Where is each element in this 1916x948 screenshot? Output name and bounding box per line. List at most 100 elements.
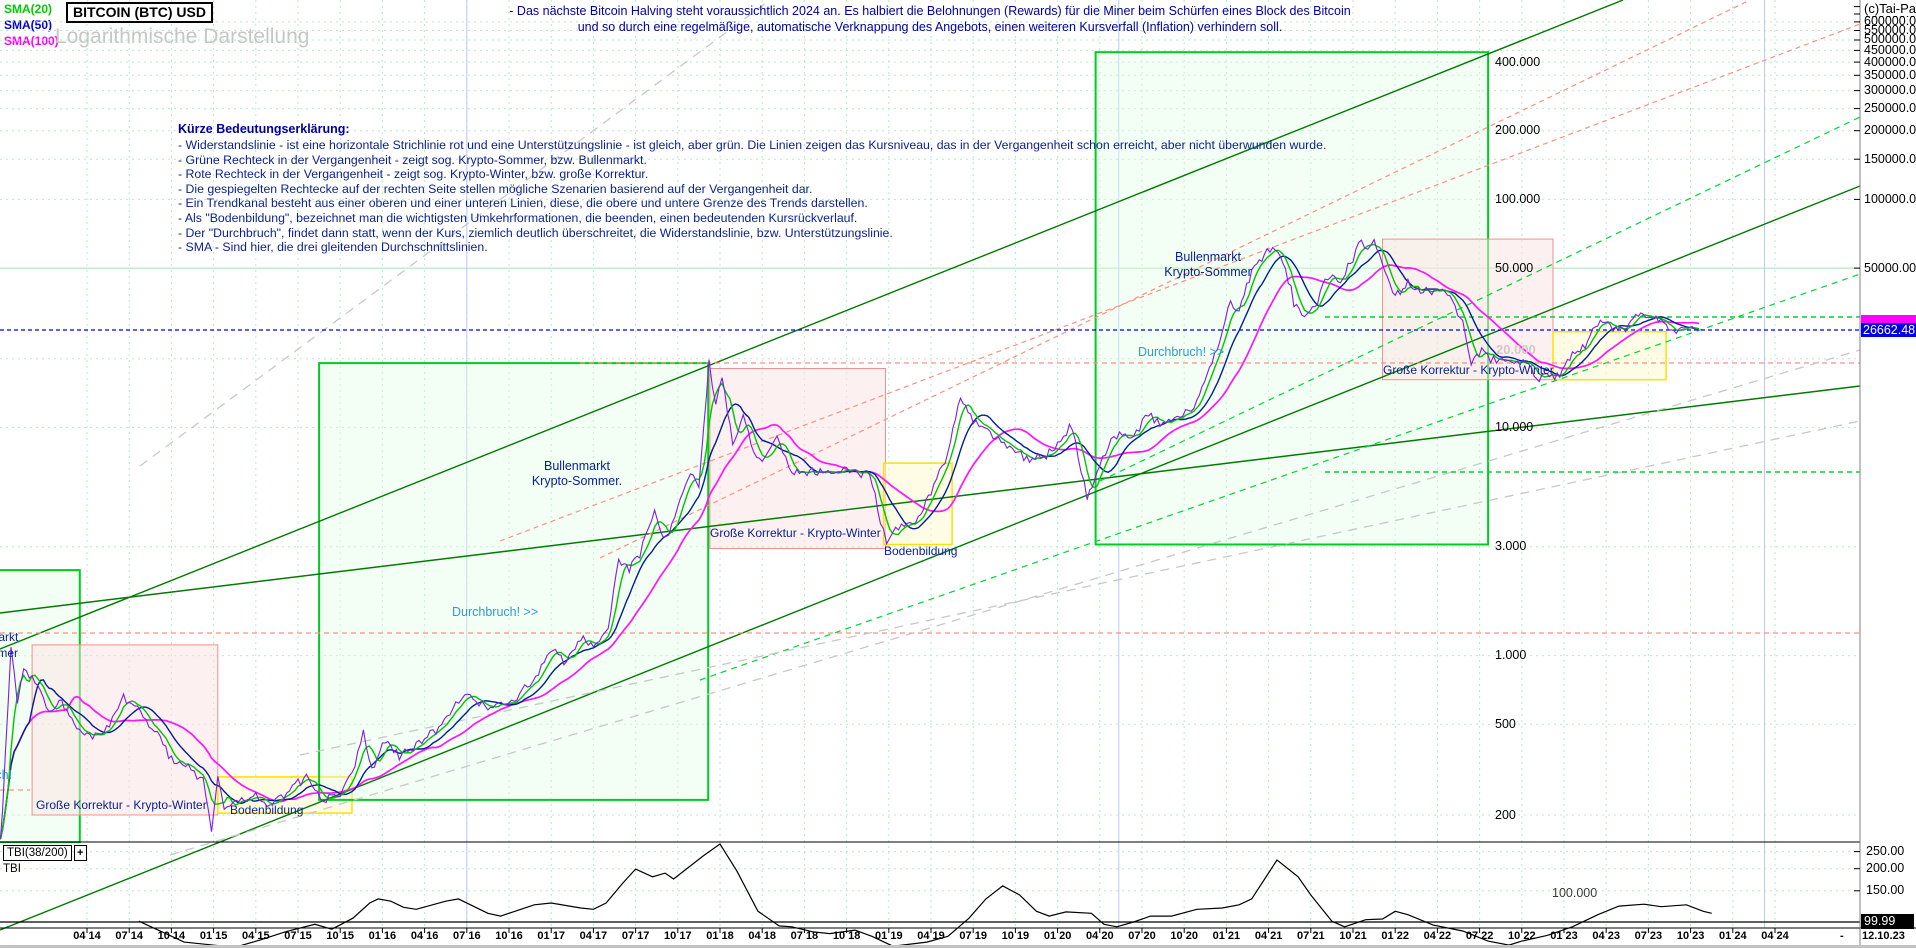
tbi-axis-label: 150.00 <box>1866 883 1905 898</box>
axis-end-dash: - <box>1840 930 1844 942</box>
explanation-bullet: - Der "Durchbruch", findet dann statt, w… <box>178 225 893 240</box>
annotation-bull1: Bullenmarkt Krypto-Sommer. <box>531 459 623 488</box>
date-label: 04 22 <box>1423 930 1452 942</box>
level-label: 200.000 <box>1495 123 1541 138</box>
level-label: 1.000 <box>1495 648 1527 663</box>
faint-level-20k: 20.000 <box>1496 342 1536 357</box>
date-label: 10 17 <box>664 930 692 942</box>
date-label: 04 18 <box>748 930 776 942</box>
legend-sma100: SMA(100) <box>4 34 59 48</box>
explanation-block: Kürze Bedeutungserklärung: - Widerstands… <box>178 122 1326 255</box>
level-label: 400.000 <box>1495 54 1541 69</box>
date-label: 01 18 <box>706 930 734 942</box>
level-label: 200 <box>1495 807 1516 822</box>
legend-sma50: SMA(50) <box>4 18 53 32</box>
legend-sma20: SMA(20) <box>4 2 53 16</box>
date-label: 01 15 <box>199 930 228 942</box>
tbi-label: TBI <box>3 863 21 875</box>
tbi-axis-label: 250.00 <box>1866 844 1905 859</box>
date-label: 10 20 <box>1170 930 1198 942</box>
explanation-bullet: - Widerstandslinie - ist eine horizontal… <box>178 138 1327 152</box>
right-axis-label: 150000.0 <box>1864 151 1916 166</box>
right-axis-label: 400000.0 <box>1864 54 1916 69</box>
right-axis-label: 600000.0 <box>1864 14 1916 29</box>
copyright-label: (c)Tai-Pan <box>1864 1 1916 16</box>
tbi-axis-label: 200.00 <box>1866 861 1905 876</box>
date-label: 01 24 <box>1719 930 1747 942</box>
alt-price-tag <box>1861 315 1916 323</box>
date-label: 10 19 <box>1001 930 1030 942</box>
tbi-header: TBI(38/200) + TBI <box>3 843 87 875</box>
last-price-tag: 26662.48 <box>1861 323 1916 337</box>
date-label: 04 14 <box>73 930 101 942</box>
annotation-boden2: Bodenbildung <box>884 544 958 558</box>
explanation-bullet: - Rote Rechteck in der Vergangenheit - z… <box>178 167 649 182</box>
date-label: 04 16 <box>410 930 439 942</box>
level-label: 50.000 <box>1495 260 1534 275</box>
date-label: 07 23 <box>1634 930 1663 942</box>
tbi-expand-button[interactable]: + <box>73 845 87 861</box>
right-axis-label: 450000.0 <box>1864 42 1916 57</box>
level-label: 100.000 <box>1495 191 1541 206</box>
annotation-winter1: Große Korrektur - Krypto-Winter <box>36 798 207 812</box>
explanation-bullet: - Grüne Rechteck in der Vergangenheit - … <box>178 152 647 167</box>
tbi-value-tag: 99.99 <box>1861 914 1914 929</box>
date-label: 07 18 <box>790 930 819 942</box>
explanation-bullet: - Ein Trendkanal besteht aus einer obere… <box>178 196 868 211</box>
level-label: 500 <box>1495 716 1516 731</box>
tbi-indicator-box[interactable]: TBI(38/200) <box>3 845 72 861</box>
date-label: 07 22 <box>1465 930 1494 942</box>
annotation-durch0: Durchbruch! <box>0 768 13 782</box>
date-label: 01 19 <box>875 930 903 942</box>
date-label: 04 15 <box>242 930 270 942</box>
faint-level-100k: 100.000 <box>1552 886 1598 900</box>
date-label: 07 15 <box>284 930 312 942</box>
halving-header-line1: - Das nächste Bitcoin Halving steht vora… <box>509 4 1351 18</box>
right-axis-label: 500000.0 <box>1864 32 1916 47</box>
right-axis-label: 300000.0 <box>1864 83 1916 98</box>
date-label: 07 17 <box>621 930 650 942</box>
date-label: 10 14 <box>157 930 186 942</box>
date-label: 10 21 <box>1339 930 1367 942</box>
date-label: 04 24 <box>1761 930 1789 942</box>
date-label: 01 21 <box>1212 930 1241 942</box>
explanation-bullet: - SMA - Sind hier, die drei gleitenden D… <box>178 240 488 255</box>
date-label: 07 14 <box>115 930 143 942</box>
date-label: 07 19 <box>959 930 987 942</box>
annotation-winter3: Große Korrektur - Krypto-Winter <box>1383 363 1554 377</box>
annotation-sommer0: Krypto-Sommer <box>0 646 19 660</box>
right-axis-label: 50000.00 <box>1864 260 1916 275</box>
annotation-durch2: Durchbruch! >> <box>1138 345 1225 359</box>
halving-header: - Das nächste Bitcoin Halving steht vora… <box>340 3 1520 35</box>
level-label: 3.000 <box>1495 539 1527 554</box>
chart-title: BITCOIN (BTC) USD <box>66 2 213 23</box>
window-bottom-edge <box>0 945 1916 948</box>
level-label: 10.000 <box>1495 420 1534 434</box>
explanation-bullets: - Widerstandslinie - ist eine horizontal… <box>178 138 1326 255</box>
annotation-bull2: Bullenmarkt Krypto-Sommer <box>1164 250 1252 279</box>
explanation-bullet: - Als "Bodenbildung", bezeichnet man die… <box>178 210 858 225</box>
date-label: 04 19 <box>917 930 945 942</box>
date-label: 07 20 <box>1128 930 1156 942</box>
date-label: 04 17 <box>579 930 608 942</box>
annotation-winter2: Große Korrektur - Krypto-Winter <box>710 526 881 540</box>
right-axis-label: 350000.0 <box>1864 67 1916 82</box>
annotation-durch1: Durchbruch! >> <box>452 605 539 619</box>
date-label: 10 16 <box>495 930 523 942</box>
scale-watermark: Logarithmische Darstellung <box>55 25 310 48</box>
date-label: 01 17 <box>537 930 565 942</box>
right-axis-label: 250000.0 <box>1864 101 1916 116</box>
current-date-label: 12.10.23 <box>1862 930 1905 942</box>
right-axis-label: 200000.0 <box>1864 123 1916 138</box>
explanation-bullet: - Die gespiegelten Rechtecke auf der rec… <box>178 181 813 196</box>
date-label: 10 15 <box>326 930 354 942</box>
date-label: 04 23 <box>1592 930 1620 942</box>
date-label: 10 23 <box>1676 930 1705 942</box>
explanation-heading: Kürze Bedeutungserklärung: <box>178 122 350 136</box>
date-label: 07 21 <box>1297 930 1325 942</box>
annotation-bull0: Bullenmarkt <box>0 630 19 644</box>
date-label: 01 22 <box>1381 930 1409 942</box>
halving-header-line2: und so durch eine regelmäßige, automatis… <box>577 20 1283 34</box>
